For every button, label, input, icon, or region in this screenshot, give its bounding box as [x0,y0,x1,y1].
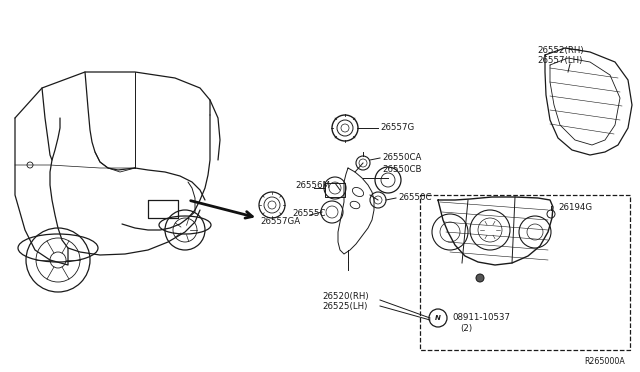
Text: 26555C: 26555C [292,209,326,218]
Text: 08911-10537: 08911-10537 [452,312,510,321]
Text: 26557(LH): 26557(LH) [537,55,582,64]
Text: 26520(RH): 26520(RH) [322,292,369,301]
Text: R265000A: R265000A [584,357,625,366]
Circle shape [476,274,484,282]
Text: 26550CA: 26550CA [382,153,421,161]
Text: 26557GA: 26557GA [260,218,300,227]
Text: 26550C: 26550C [398,192,431,202]
Text: 26552(RH): 26552(RH) [537,45,584,55]
Text: 26525(LH): 26525(LH) [322,301,367,311]
Text: (2): (2) [460,324,472,333]
Text: 26556M: 26556M [295,182,330,190]
Text: N: N [435,315,441,321]
Text: 26557G: 26557G [380,124,414,132]
Text: 26550CB: 26550CB [382,166,422,174]
Bar [420,195,630,350]
Text: 26194G: 26194G [558,202,592,212]
